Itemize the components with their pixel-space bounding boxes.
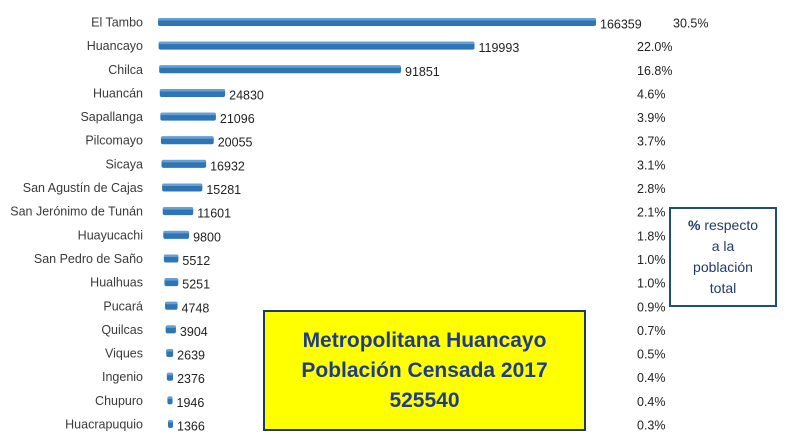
percent-label: 0.9% (637, 300, 666, 314)
chart-title-box: Metropolitana Huancayo Población Censada… (263, 310, 586, 431)
value-label: 5512 (182, 254, 210, 268)
bar-highlight (165, 325, 176, 328)
category-label: Huancán (93, 86, 143, 100)
percent-label: 1.0% (637, 253, 666, 267)
value-label: 5251 (182, 278, 210, 292)
bar-highlight (159, 88, 226, 92)
percent-label: 16.8% (637, 64, 672, 78)
value-label: 11601 (197, 207, 231, 221)
bar-highlight (159, 65, 402, 68)
legend-line-3: población (693, 259, 753, 275)
percent-label: 30.5% (673, 17, 708, 31)
bar-highlight (167, 396, 173, 399)
bar-highlight (164, 278, 179, 281)
bar-highlight (166, 349, 174, 352)
percent-label: 3.9% (637, 111, 666, 125)
percent-label: 3.1% (637, 158, 666, 172)
bar-highlight (162, 183, 203, 187)
value-label: 16932 (210, 159, 245, 173)
legend-percent-symbol: % (687, 217, 701, 233)
value-label: 2639 (177, 349, 205, 363)
category-label: Hualhuas (90, 276, 143, 290)
percent-label: 0.5% (637, 348, 666, 362)
value-label: 24830 (229, 88, 264, 102)
title-line-1: Metropolitana Huancayo (302, 328, 547, 352)
category-label: San Jerónimo de Tunán (10, 205, 143, 219)
percent-label: 4.6% (637, 87, 666, 101)
value-label: 91851 (405, 65, 440, 79)
title-total: 525540 (389, 388, 460, 412)
percent-label: 0.4% (637, 371, 666, 385)
bar-highlight (158, 41, 475, 45)
percent-label: 0.4% (637, 395, 666, 409)
value-label: 1946 (177, 396, 205, 410)
category-label: Viques (105, 347, 143, 361)
category-label: Pucará (103, 299, 143, 313)
value-label: 4748 (182, 301, 210, 315)
value-label: 9800 (193, 230, 221, 244)
percent-label: 22.0% (637, 40, 672, 54)
bar-highlight (158, 18, 596, 21)
bar-highlight (163, 230, 190, 234)
category-label: Sapallanga (80, 110, 143, 124)
percent-label: 3.7% (637, 135, 666, 149)
category-label: Quilcas (101, 323, 143, 337)
legend-line-4: total (709, 280, 737, 296)
bar-highlight (160, 136, 214, 139)
value-label: 2376 (177, 372, 205, 386)
bar-highlight (163, 254, 179, 257)
value-label: 20055 (218, 136, 253, 150)
category-label: Chupuro (95, 394, 143, 408)
bar-highlight (162, 207, 194, 210)
value-label: 1366 (177, 420, 205, 434)
legend-line-1: % respecto (688, 215, 758, 236)
percent-label: 1.0% (637, 277, 666, 291)
percent-legend-box: % respecto a la población total (669, 207, 777, 307)
category-label: Huayucachi (78, 228, 143, 242)
category-label: San Pedro de Saño (34, 252, 143, 266)
category-label: El Tambo (91, 16, 143, 30)
category-label: Chilca (108, 63, 143, 77)
legend-word-respecto: respecto (704, 217, 759, 233)
category-label: Sicaya (105, 157, 143, 171)
value-label: 15281 (206, 183, 241, 197)
bar-highlight (166, 372, 174, 376)
bar-highlight (168, 420, 173, 423)
category-label: San Agustín de Cajas (23, 181, 143, 195)
percent-label: 0.7% (637, 324, 666, 338)
value-label: 166359 (600, 18, 642, 32)
legend-line-2: a la (711, 238, 735, 254)
bar-highlight (165, 301, 178, 305)
title-line-2: Población Censada 2017 (301, 358, 548, 382)
value-label: 119993 (479, 41, 520, 55)
percent-label: 1.8% (637, 229, 666, 243)
percent-label: 2.1% (637, 206, 666, 220)
category-label: Huancayo (87, 39, 143, 53)
percent-label: 2.8% (637, 182, 666, 196)
bar-highlight (160, 112, 216, 116)
percent-label: 0.3% (637, 419, 666, 433)
value-label: 21096 (220, 112, 255, 126)
category-label: Pilcomayo (85, 134, 143, 148)
category-label: Huacrapuquio (65, 418, 143, 432)
value-label: 3904 (180, 325, 208, 339)
bar-highlight (161, 159, 207, 163)
category-label: Ingenio (102, 370, 143, 384)
